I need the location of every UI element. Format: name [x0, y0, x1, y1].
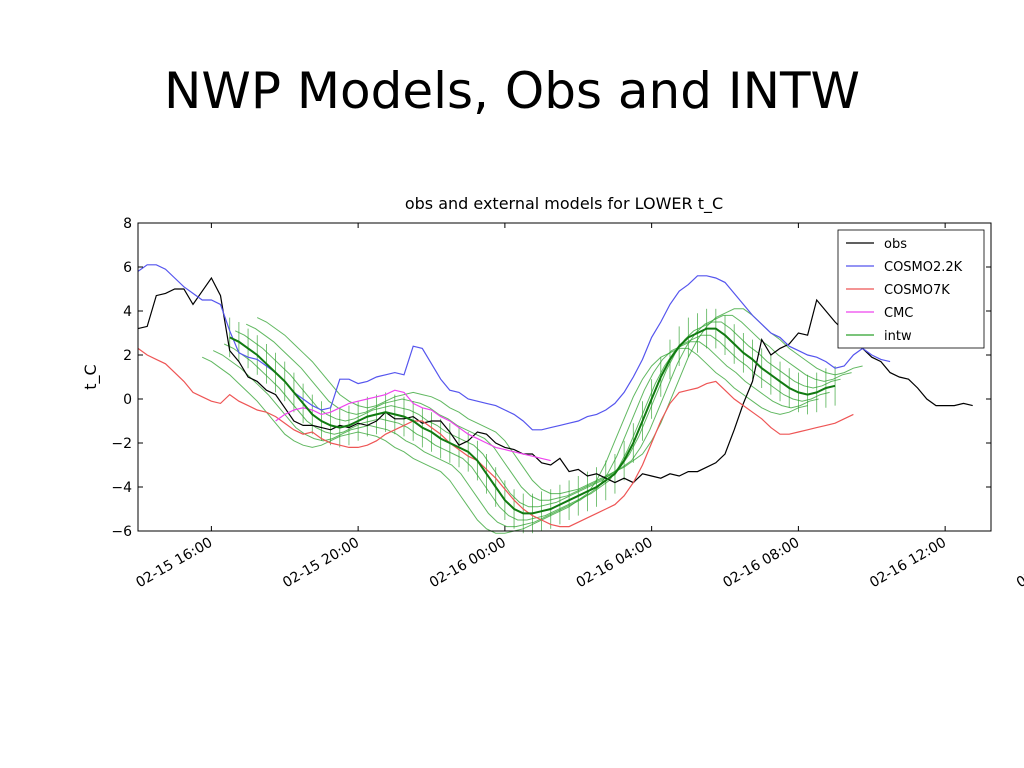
y-tick-label: 4 [123, 304, 132, 320]
x-tick-label: 02-16 00:00 [427, 535, 509, 592]
plot-frame [137, 222, 992, 532]
x-tick-label: 02-16 12:00 [867, 535, 949, 592]
intw-forecast-trace [256, 308, 863, 495]
y-axis-label: t_C [81, 364, 101, 389]
y-tick-label: −2 [111, 436, 132, 452]
series-line-obs [137, 276, 973, 484]
legend-entry: COSMO7K [884, 283, 950, 298]
intw-forecast-trace [223, 334, 830, 521]
y-tick-label: 2 [123, 348, 132, 364]
chart-title: obs and external models for LOWER t_C [405, 194, 723, 214]
x-tick-label: 02-16 08:00 [720, 535, 802, 592]
x-tick-label: 02-15 20:00 [280, 535, 362, 592]
legend-box [837, 229, 985, 349]
y-tick-label: 0 [123, 392, 132, 408]
y-tick-label: −4 [111, 480, 132, 496]
y-tick-label: −6 [111, 524, 132, 540]
intw-forecast-trace [212, 341, 819, 528]
slide-title: NWP Models, Obs and INTW [164, 62, 860, 120]
intw-forecast-trace [245, 314, 852, 501]
legend-entry: obs [884, 237, 907, 252]
x-tick-label: 02-16 16:00 [1014, 535, 1024, 592]
x-tick-label: 02-15 16:00 [133, 535, 215, 592]
series-layer [137, 264, 973, 528]
series-line-cmc [275, 389, 551, 462]
legend-entry: COSMO2.2K [884, 260, 963, 275]
legend-entry: CMC [884, 306, 913, 321]
x-tick-label: 02-16 04:00 [574, 535, 656, 592]
legend: obs COSMO2.2K COSMO7K CMC intw [837, 229, 985, 349]
y-tick-label: 6 [123, 260, 132, 276]
y-axis: −6 −4 −2 0 2 4 6 8 [111, 216, 991, 540]
intw-forecast-trace [234, 321, 841, 508]
legend-entry: intw [884, 329, 912, 344]
series-line-intw [229, 327, 836, 515]
series-line-cosmo7k [137, 347, 854, 528]
series-line-cosmo2-2k [137, 264, 891, 431]
intw-forecast-trace [201, 347, 808, 534]
y-tick-label: 8 [123, 216, 132, 232]
